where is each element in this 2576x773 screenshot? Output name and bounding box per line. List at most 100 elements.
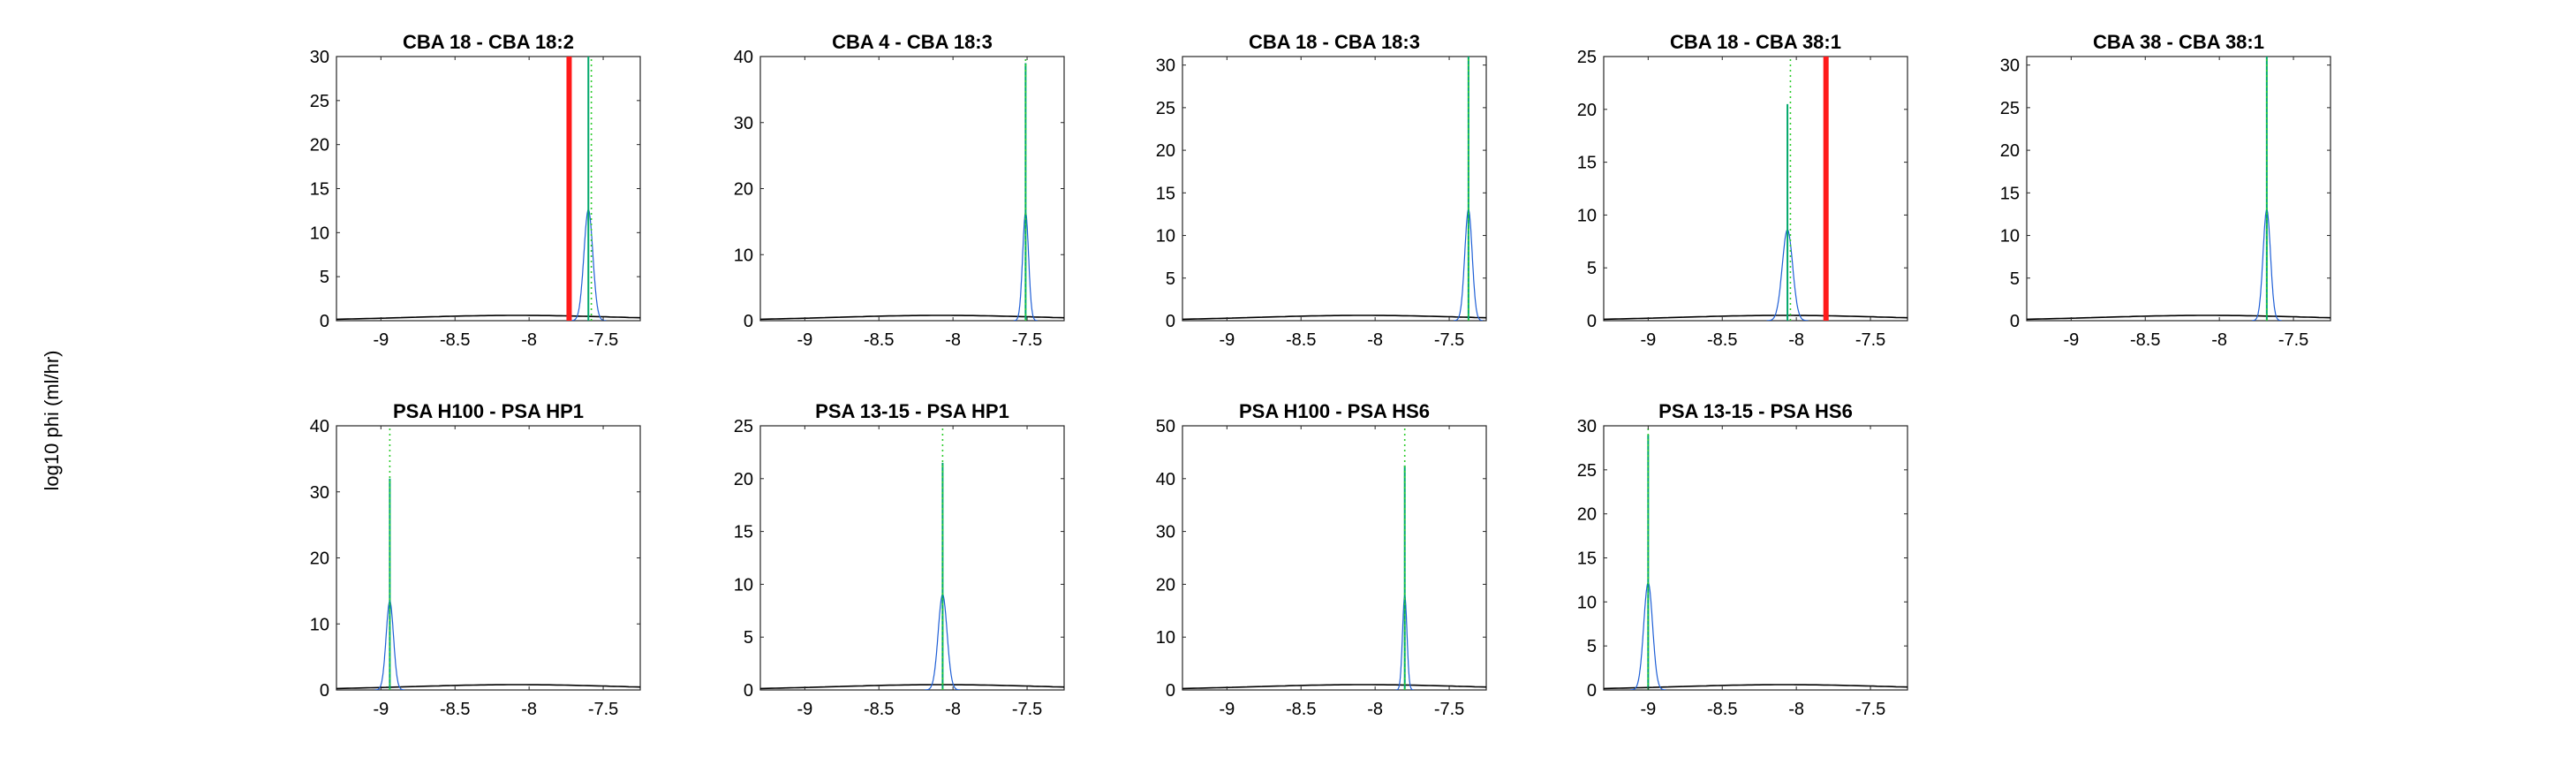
prior-curve: [760, 315, 1064, 321]
y-tick-label: 5: [320, 268, 329, 287]
y-tick-label: 30: [310, 48, 329, 67]
y-tick-label: 0: [320, 681, 329, 701]
y-tick-label: 5: [2010, 269, 2020, 289]
x-tick-label: -8.5: [440, 700, 470, 719]
panel-title: CBA 38 - CBA 38:1: [2093, 31, 2264, 53]
x-tick-label: -7.5: [588, 330, 618, 350]
x-tick-label: -8.5: [1707, 700, 1737, 719]
y-tick-label: 5: [1587, 637, 1597, 656]
x-tick-label: -9: [1219, 330, 1235, 350]
plot-area: [336, 426, 640, 690]
x-tick-label: -9: [1640, 330, 1656, 350]
y-axis-label: log10 phi (ml/hr): [41, 351, 63, 491]
x-tick-label: -8.5: [440, 330, 470, 350]
y-tick-label: 50: [1156, 417, 1175, 436]
y-tick-label: 5: [1587, 259, 1597, 278]
panel-title: CBA 18 - CBA 18:3: [1249, 31, 1420, 53]
y-tick-label: 20: [310, 136, 329, 155]
plot-area: [1604, 57, 1907, 321]
y-tick-label: 10: [1577, 206, 1597, 225]
plot-area: [760, 57, 1064, 321]
x-tick-label: -9: [1640, 700, 1656, 719]
y-tick-label: 40: [310, 417, 329, 436]
y-tick-label: 25: [1156, 99, 1175, 118]
y-tick-label: 5: [1166, 269, 1175, 289]
panel-5: CBA 38 - CBA 38:1 -9 -8.5 -8 -7.5 0 5 10 15 20 25 3…: [2000, 31, 2331, 350]
panel-2: CBA 4 - CBA 18:3 -9 -8.5 -8 -7.5 0 10 20 30 40: [734, 31, 1065, 350]
x-tick-label: -9: [373, 700, 389, 719]
x-tick-label: -9: [797, 330, 812, 350]
plot-area: [1604, 426, 1907, 690]
x-tick-label: -8: [1788, 700, 1804, 719]
axes-box: [1182, 56, 1487, 322]
y-tick-label: 20: [734, 180, 753, 200]
x-tick-label: -8: [521, 700, 537, 719]
y-tick-label: 30: [1156, 57, 1175, 76]
panel-7: PSA 13-15 - PSA HP1 -9 -8.5 -8 -7.5 0 5 10 15 20 2…: [734, 400, 1065, 719]
x-tick-label: -8.5: [1707, 330, 1737, 350]
y-tick-label: 0: [744, 681, 753, 701]
y-tick-label: 15: [310, 180, 329, 200]
axes-box: [336, 425, 641, 691]
prior-curve: [1182, 315, 1486, 321]
panel-title: PSA H100 - PSA HS6: [1239, 400, 1430, 422]
x-tick-label: -7.5: [1434, 700, 1464, 719]
y-tick-label: 25: [734, 417, 753, 436]
y-tick-label: 30: [2000, 57, 2020, 76]
x-tick-label: -8: [945, 330, 961, 350]
x-tick-label: -7.5: [1012, 330, 1042, 350]
prior-curve: [1182, 684, 1486, 690]
y-tick-label: 15: [734, 523, 753, 542]
x-tick-label: -8: [1788, 330, 1804, 350]
plot-area: [1182, 426, 1486, 690]
y-tick-label: 10: [1156, 227, 1175, 246]
axes-box: [759, 56, 1065, 322]
y-tick-label: 10: [1577, 593, 1597, 612]
prior-curve: [760, 684, 1064, 690]
x-tick-label: -8: [1367, 700, 1383, 719]
panel-8: PSA H100 - PSA HS6 -9 -8.5 -8 -7.5 0 10 20 30 40 5…: [1156, 400, 1487, 719]
y-tick-label: 30: [734, 114, 753, 133]
panel-title: PSA 13-15 - PSA HP1: [815, 400, 1009, 422]
y-tick-label: 10: [734, 575, 753, 595]
y-tick-label: 10: [1156, 628, 1175, 648]
panel-1: CBA 18 - CBA 18:2 -9 -8.5 -8 -7.5 0 5 10 15 20 25 3…: [310, 31, 641, 350]
y-tick-label: 20: [734, 470, 753, 489]
x-tick-label: -7.5: [1434, 330, 1464, 350]
y-tick-label: 20: [310, 549, 329, 569]
x-tick-label: -8.5: [1286, 700, 1316, 719]
prior-curve: [336, 315, 640, 321]
prior-curve: [1604, 315, 1907, 321]
panel-4: CBA 18 - CBA 38:1 -9 -8.5 -8 -7.5 0 5 10 15 20 25: [1577, 31, 1908, 350]
x-tick-label: -8.5: [2130, 330, 2160, 350]
y-tick-label: 0: [2010, 312, 2020, 331]
x-tick-label: -8: [2211, 330, 2227, 350]
y-tick-label: 25: [1577, 48, 1597, 67]
y-tick-label: 30: [310, 483, 329, 503]
y-tick-label: 25: [310, 92, 329, 111]
y-tick-label: 15: [2000, 184, 2020, 203]
x-tick-label: -9: [797, 700, 812, 719]
y-tick-label: 30: [1577, 417, 1597, 436]
y-tick-label: 25: [1577, 461, 1597, 481]
y-tick-label: 10: [734, 246, 753, 265]
y-tick-label: 40: [1156, 470, 1175, 489]
y-tick-label: 0: [744, 312, 753, 331]
y-tick-label: 25: [2000, 99, 2020, 118]
prior-curve: [336, 684, 640, 690]
plot-area: [2027, 57, 2330, 321]
y-tick-label: 40: [734, 48, 753, 67]
panel-title: CBA 4 - CBA 18:3: [832, 31, 993, 53]
x-tick-label: -7.5: [1855, 700, 1885, 719]
y-tick-label: 0: [1587, 681, 1597, 701]
axes-box: [1603, 425, 1908, 691]
y-tick-label: 20: [1577, 101, 1597, 120]
x-tick-label: -7.5: [1855, 330, 1885, 350]
y-tick-label: 0: [1166, 681, 1175, 701]
axes-box: [2026, 56, 2331, 322]
y-tick-label: 20: [1577, 505, 1597, 525]
x-tick-label: -8.5: [864, 700, 894, 719]
panel-title: PSA H100 - PSA HP1: [393, 400, 584, 422]
x-tick-label: -8.5: [864, 330, 894, 350]
